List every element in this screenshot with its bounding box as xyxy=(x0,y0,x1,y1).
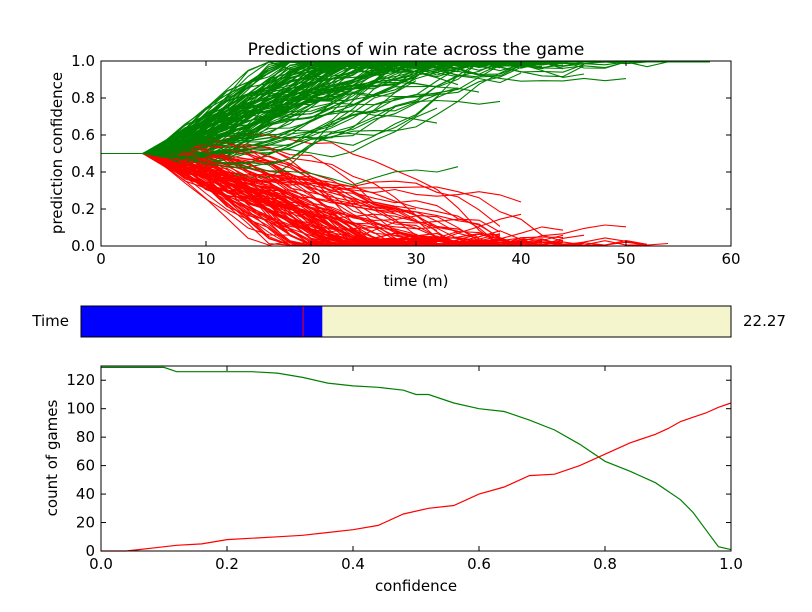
loss-trajectory xyxy=(101,149,542,246)
top-x-tick-label: 40 xyxy=(511,250,530,268)
win-trajectory xyxy=(101,106,396,155)
top-y-tick-label: 1.0 xyxy=(71,52,95,70)
top-y-axis-label: prediction confidence xyxy=(48,72,66,234)
top-chart: Predictions of win rate across the game … xyxy=(48,40,741,290)
loss-trajectory xyxy=(101,152,438,246)
bottom-y-tick-label: 0 xyxy=(85,542,95,560)
top-y-tick-label: 0.8 xyxy=(71,89,95,107)
bottom-x-tick-label: 0.2 xyxy=(215,555,239,573)
win-trajectory xyxy=(101,61,521,155)
top-x-tick-label: 20 xyxy=(301,250,320,268)
top-chart-title: Predictions of win rate across the game xyxy=(248,40,585,60)
bottom-x-axis-label: confidence xyxy=(375,577,457,595)
bottom-y-tick-label: 40 xyxy=(76,485,95,503)
bottom-plot-frame xyxy=(100,365,732,552)
win-trajectory xyxy=(101,61,689,155)
top-y-tick-label: 0.4 xyxy=(71,163,95,181)
win-trajectory xyxy=(101,61,438,155)
win-trajectory xyxy=(101,61,564,165)
bottom-x-tick-label: 0.4 xyxy=(341,555,365,573)
bottom-axis-ticks: 0.0 0.2 0.4 0.6 0.8 1.0 0 20 40 60 80 100 120 xyxy=(66,366,743,573)
bottom-x-tick-label: 0.8 xyxy=(593,555,617,573)
red-count-series xyxy=(101,402,732,552)
bottom-y-tick-label: 20 xyxy=(76,514,95,532)
top-x-tick-label: 0 xyxy=(96,250,106,268)
win-trajectory xyxy=(101,61,564,157)
win-trajectory xyxy=(101,61,416,155)
bottom-x-tick-label: 0.0 xyxy=(89,555,113,573)
time-bar-frame xyxy=(80,305,732,338)
loss-trajectory xyxy=(101,137,563,246)
bottom-x-tick-label: 1.0 xyxy=(719,555,743,573)
green-count-series xyxy=(101,366,732,551)
top-x-tick-label: 30 xyxy=(406,250,425,268)
top-x-axis-label: time (m) xyxy=(384,272,449,290)
bottom-y-tick-label: 100 xyxy=(66,400,95,418)
top-x-tick-label: 50 xyxy=(616,250,635,268)
loss-trajectory xyxy=(101,152,606,246)
bottom-y-tick-label: 120 xyxy=(66,371,95,389)
bottom-chart: 0.0 0.2 0.4 0.6 0.8 1.0 0 20 40 60 80 100 120 confid… xyxy=(43,365,743,595)
bottom-y-tick-label: 80 xyxy=(76,428,95,446)
top-y-tick-label: 0.6 xyxy=(71,126,95,144)
win-trajectory xyxy=(101,61,438,155)
top-trajectories xyxy=(101,61,710,246)
bottom-y-tick-label: 60 xyxy=(76,457,95,475)
top-y-tick-label: 0.0 xyxy=(71,237,95,255)
bottom-y-axis-label: count of games xyxy=(43,399,61,516)
loss-trajectory xyxy=(101,152,438,246)
bottom-series xyxy=(101,366,732,552)
win-trajectory xyxy=(101,61,438,155)
top-plot-frame xyxy=(100,60,732,247)
bottom-x-tick-label: 0.6 xyxy=(467,555,491,573)
top-x-tick-label: 60 xyxy=(721,250,740,268)
top-x-tick-label: 10 xyxy=(196,250,215,268)
time-bar-value: 22.27 xyxy=(743,312,786,330)
win-trajectory xyxy=(101,61,542,157)
win-trajectory xyxy=(101,61,585,156)
time-bar: Time 22.27 xyxy=(31,305,786,338)
time-bar-label: Time xyxy=(31,312,69,330)
win-trajectory xyxy=(101,61,543,168)
time-bar-fill xyxy=(81,306,323,337)
top-y-tick-label: 0.2 xyxy=(71,200,95,218)
